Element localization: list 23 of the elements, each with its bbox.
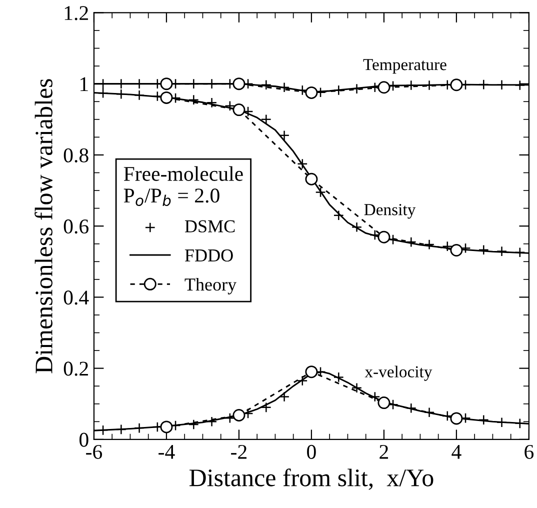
x-tick-label: -2 (231, 444, 246, 459)
x-tick-label: 4 (452, 445, 462, 459)
y-tick-label: 0.4 (64, 290, 89, 305)
legend-label: FDDO (184, 249, 233, 262)
legend-title: Free-molecule P$_{o}$/P$_{b}$ = 2.0 (124, 166, 243, 206)
annotation: Density (364, 204, 416, 219)
y-tick-label: 0.2 (64, 362, 88, 376)
legend-label: DSMC (184, 220, 235, 232)
annotation: x-velocity (364, 366, 432, 381)
y-tick-label: 0 (79, 432, 88, 447)
legend-label: Theory (184, 278, 237, 294)
y-tick-label: 0.6 (64, 219, 88, 234)
x-axis-title: Distance from slit, x/Yo (189, 468, 434, 490)
x-tick-label: -6 (86, 444, 102, 459)
y-tick-label: 0.8 (64, 148, 88, 162)
x-tick-label: 6 (524, 444, 534, 459)
x-tick-label: -4 (158, 445, 175, 459)
y-tick-label: 1.2 (64, 6, 88, 20)
y-tick-label: 1 (80, 77, 88, 92)
x-tick-label: 2 (380, 444, 388, 459)
y-axis-title: Dimensionless flow variables (34, 79, 52, 374)
x-tick-label: 0 (307, 444, 316, 459)
annotation: Temperature (363, 59, 446, 74)
